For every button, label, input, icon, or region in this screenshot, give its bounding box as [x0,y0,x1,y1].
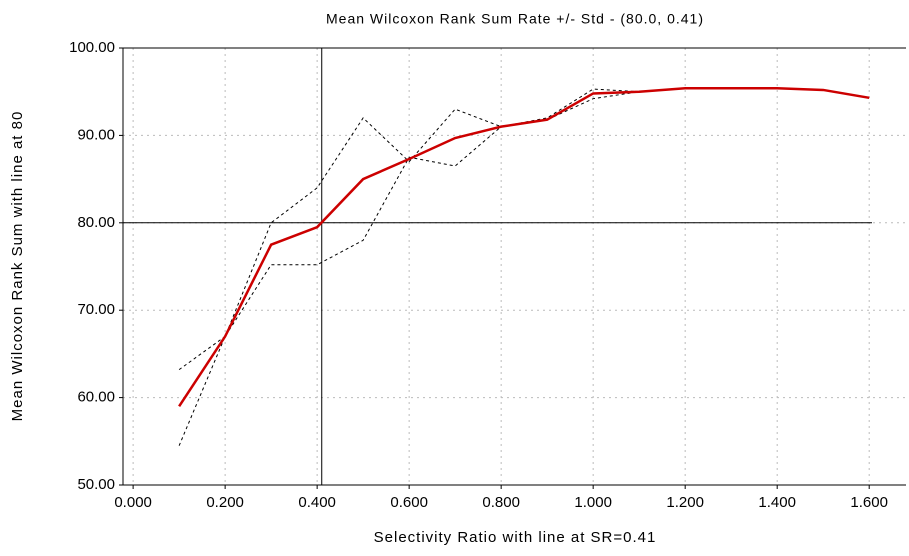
chart-title: Mean Wilcoxon Rank Sum Rate +/- Std - (8… [326,11,704,27]
y-tick-label: 50.00 [77,476,115,493]
x-tick-label: 1.600 [850,494,888,511]
y-tick-label: 80.00 [77,214,115,231]
x-tick-label: 1.000 [574,494,612,511]
series-line [178,87,870,371]
x-tick-label: 0.800 [482,494,520,511]
series-line [178,87,870,446]
y-tick-label: 90.00 [77,126,115,143]
x-tick-label: 0.000 [114,494,152,511]
y-tick-label: 100.00 [69,39,115,56]
x-tick-label: 0.600 [390,494,428,511]
x-tick-label: 1.200 [666,494,704,511]
y-tick-label: 70.00 [77,301,115,318]
y-axis-label: Mean Wilcoxon Rank Sum with line at 80 [9,111,26,422]
x-axis-label: Selectivity Ratio with line at SR=0.41 [374,529,657,546]
x-tick-label: 1.400 [758,494,796,511]
x-tick-label: 0.400 [298,494,336,511]
x-tick-label: 0.200 [206,494,244,511]
y-tick-label: 60.00 [77,389,115,406]
series-line [178,86,870,408]
